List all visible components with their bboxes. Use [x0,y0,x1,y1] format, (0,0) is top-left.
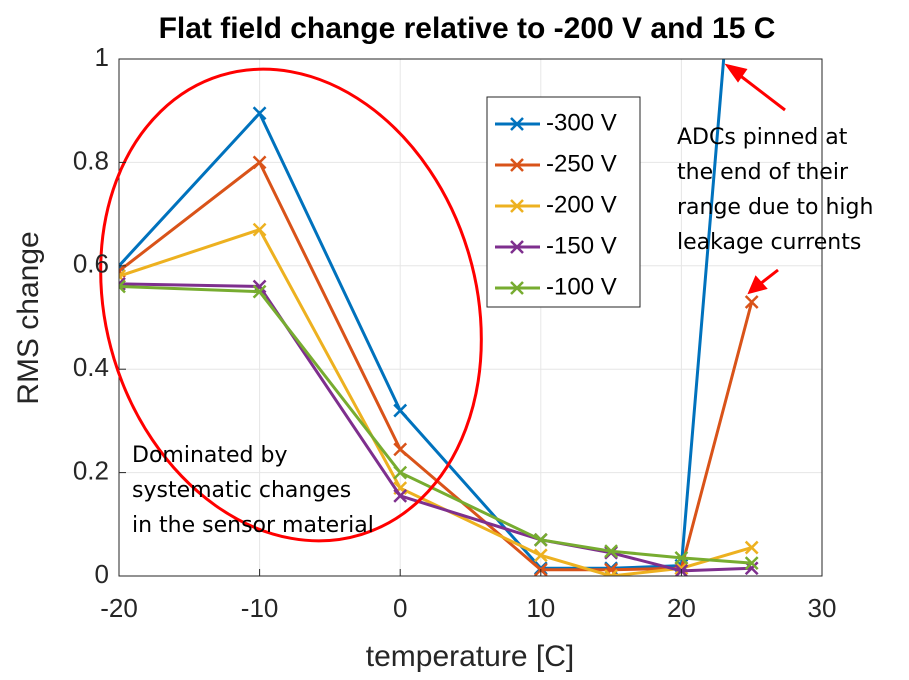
axes-box [118,58,823,577]
marker [393,403,408,418]
legend-marker [510,240,524,254]
legend-label: -150 V [546,232,617,259]
annotation: leakage currents [677,230,861,255]
legend-marker [510,199,524,213]
y-tick-label: 0.6 [73,249,109,279]
marker [533,548,548,563]
y-tick-label: 1 [95,42,109,72]
highlight-ellipse [99,67,483,543]
annotation: in the sensor material [132,513,374,538]
chart-title: Flat field change relative to -200 V and… [159,12,776,45]
legend-label: -250 V [546,150,617,177]
x-tick-label: 30 [808,593,837,623]
annotation: range due to high [677,195,873,220]
x-axis-label: temperature [C] [366,640,574,673]
legend-marker [510,117,524,131]
legend: -300 V -250 V -200 V -150 V -100 V [486,96,641,308]
marker [533,532,548,547]
y-tick-label: 0.8 [73,145,109,175]
marker [393,442,408,457]
y-axis-label: RMS change [12,231,45,404]
annotation: the end of their [677,160,849,185]
legend-marker [510,281,524,295]
legend-label: -100 V [546,273,617,300]
marker [393,465,408,480]
legend-label: -300 V [546,109,617,136]
marker [119,258,126,273]
grid [118,58,823,577]
x-tick-label: 20 [667,593,696,623]
marker [604,544,618,559]
marker [744,556,759,570]
marker [744,295,759,309]
marker [119,279,126,294]
marker [393,488,408,503]
marker [604,569,618,576]
marker [252,222,267,237]
annotations: ADCs pinned at the end of their range due … [132,125,873,538]
x-tick-label: -10 [241,593,279,623]
marker [744,540,759,555]
annotation: systematic changes [132,478,351,503]
x-tick-label: 0 [393,593,407,623]
y-tick-label: 0.2 [73,455,109,485]
x-tick-label: -20 [100,593,138,623]
y-tick-label: 0 [95,559,109,589]
annotation: ADCs pinned at [677,125,848,150]
marker [674,551,689,565]
x-tick-label: 10 [526,593,555,623]
annotation: Dominated by [132,443,287,468]
marker [252,284,267,299]
marker [252,106,267,121]
marker [252,155,267,170]
legend-label: -200 V [546,191,617,218]
marker [674,561,689,576]
arrows [724,63,786,295]
y-tick-label: 0.4 [73,352,109,382]
legend-marker [510,158,524,172]
